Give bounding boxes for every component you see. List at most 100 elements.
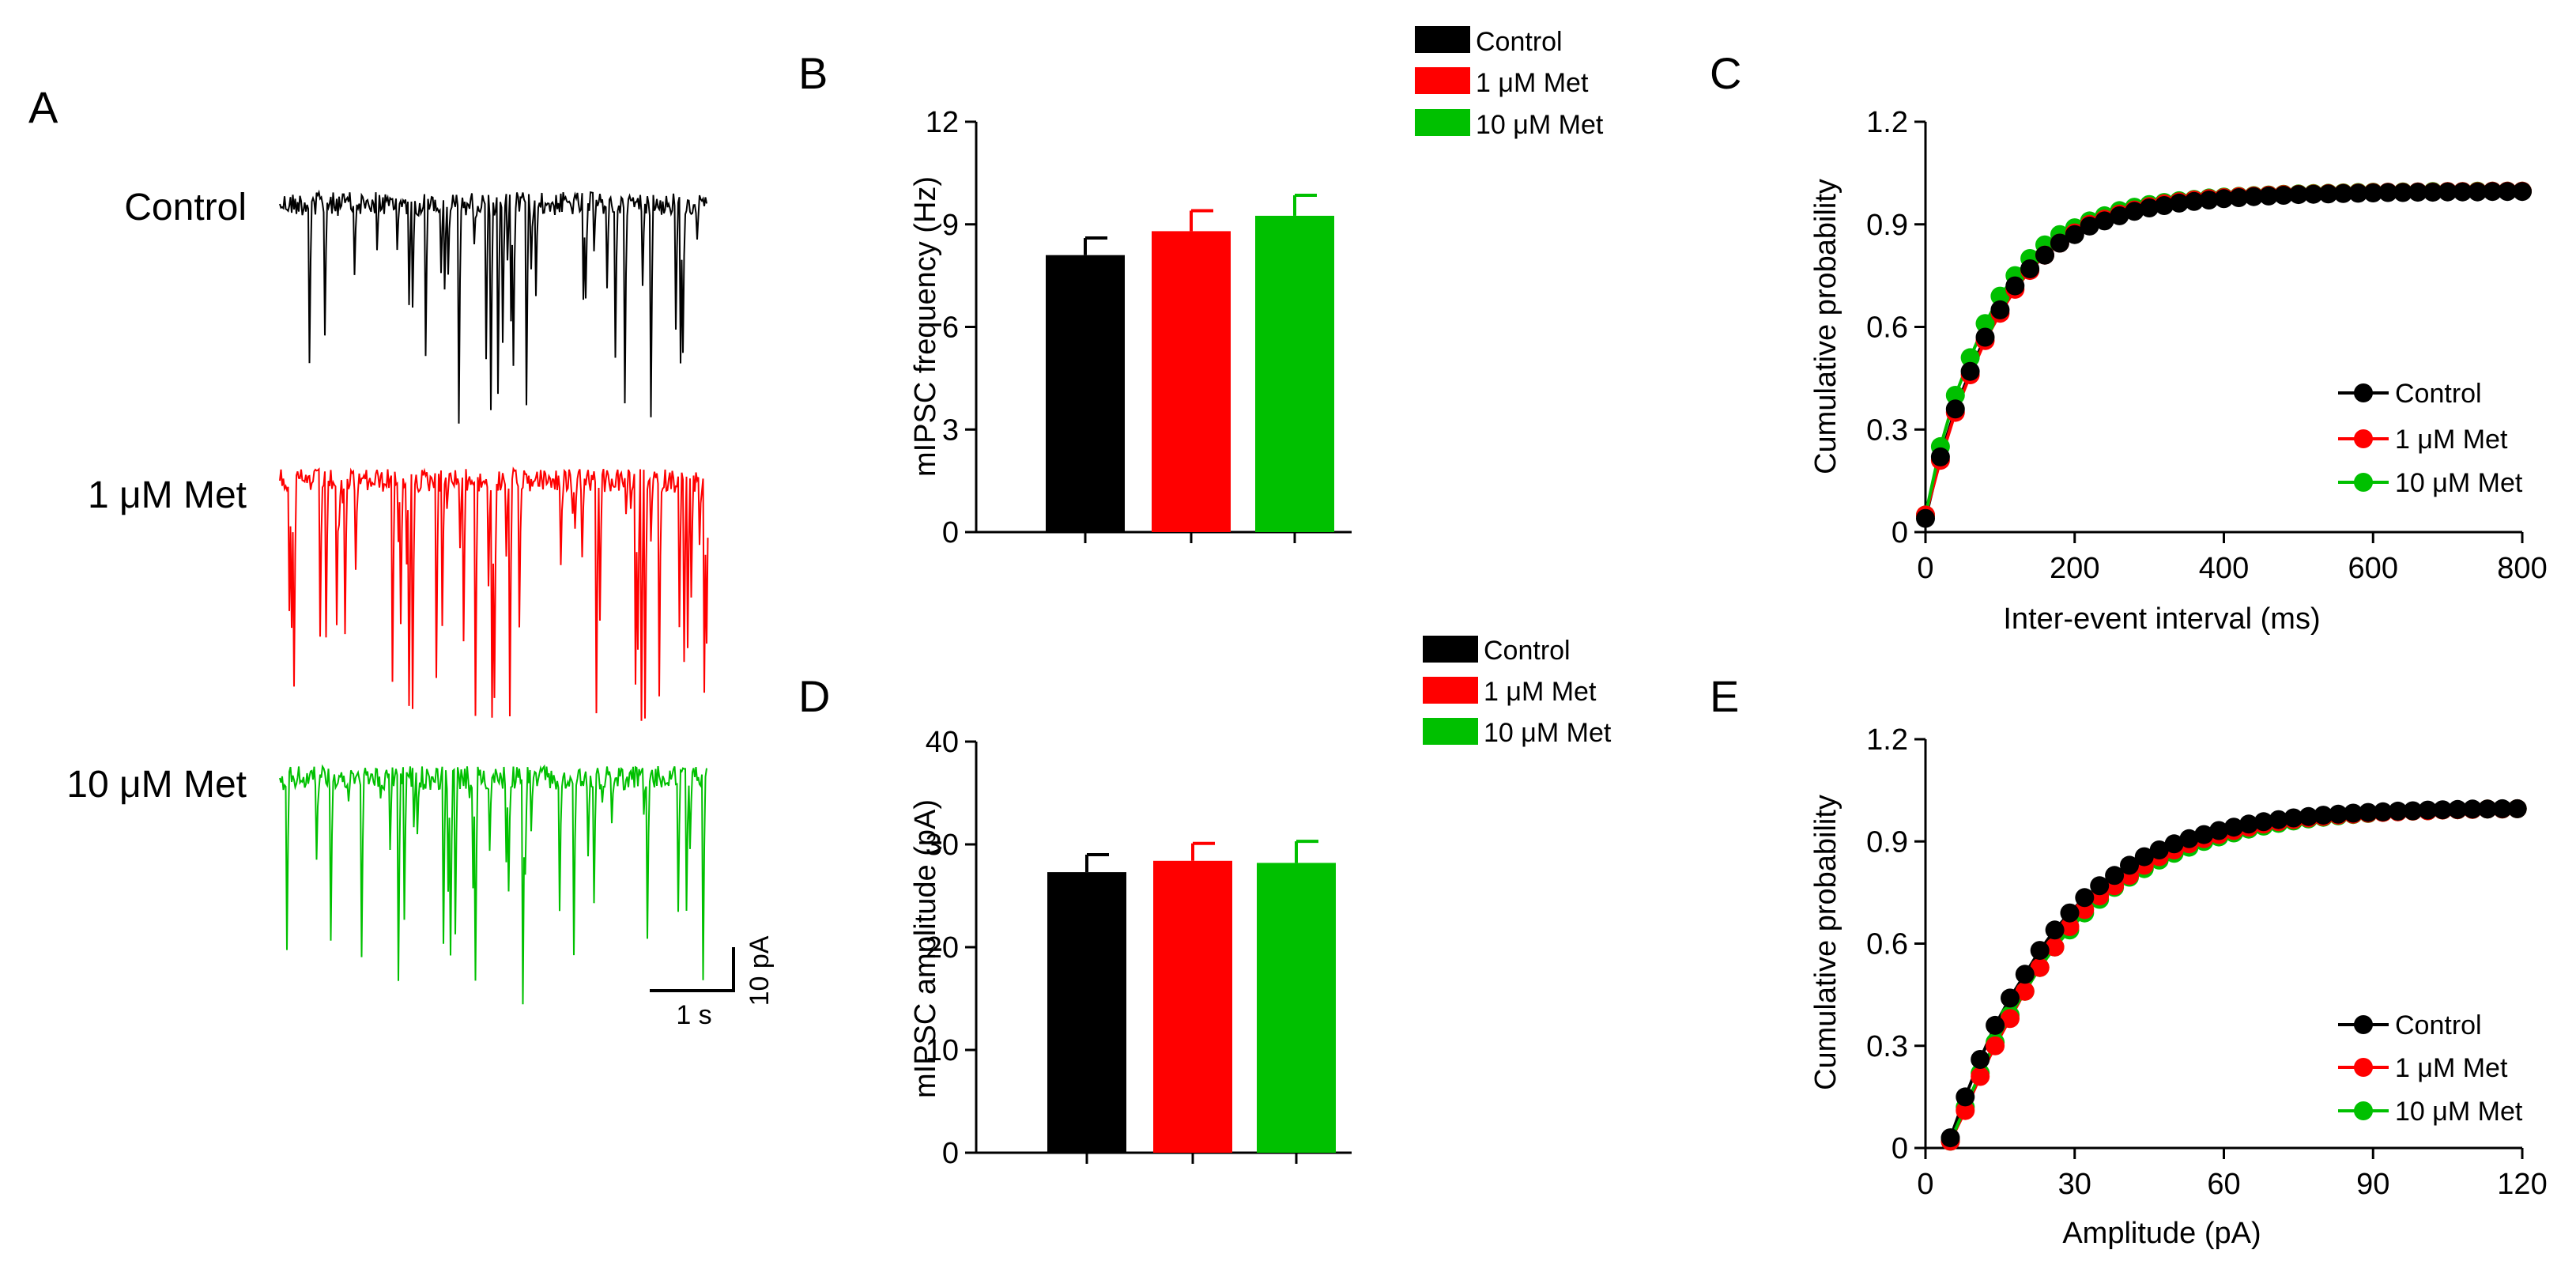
bar-d-control bbox=[1047, 872, 1126, 1153]
data-point-e-control bbox=[2239, 814, 2258, 834]
data-point-e-1um-met bbox=[2001, 1009, 2020, 1029]
data-point-c-control bbox=[2378, 183, 2398, 202]
data-point-c-control bbox=[1930, 447, 1950, 466]
legend-c-label-10um-met: 10 μM Met bbox=[2395, 468, 2523, 498]
data-point-e-control bbox=[2030, 941, 2050, 961]
legend-b-label-control: Control bbox=[1476, 27, 1563, 57]
data-point-e-control bbox=[2001, 988, 2020, 1008]
cdf-chart-e: 0 0.3 0.6 0.9 1.2 0 30 60 90 120 bbox=[1866, 723, 2548, 1201]
data-point-c-control bbox=[1975, 327, 1995, 347]
panel-d: D Control 1 μM Met 10 μM Met 0 10 20 30 40 m… bbox=[798, 636, 1612, 1170]
y-tick-label-e: 1.2 bbox=[1866, 723, 1908, 757]
y-tick-label-d: 30 bbox=[926, 829, 959, 862]
y-axis-label-c: Cumulative probability bbox=[1809, 179, 1842, 474]
legend-d-swatch-10um-met bbox=[1423, 718, 1478, 745]
data-point-e-control bbox=[2373, 802, 2393, 821]
legend-e: Control 1 μM Met 10 μM Met bbox=[2338, 1010, 2523, 1127]
data-point-e-control bbox=[2388, 801, 2408, 821]
trace-10um-met bbox=[279, 764, 707, 1005]
data-point-c-control bbox=[2513, 182, 2532, 202]
data-point-e-1um-met bbox=[2030, 957, 2050, 977]
trace-control bbox=[279, 189, 707, 424]
series-line-c-1um-met bbox=[1924, 189, 2522, 515]
panel-c: C 0 0.3 0.6 0.9 1.2 0 200 400 600 800 Cumulative … bbox=[1710, 48, 2548, 636]
data-point-c-control bbox=[1990, 300, 2010, 319]
bar-b-10um-met bbox=[1255, 215, 1334, 532]
data-point-e-control bbox=[2134, 847, 2154, 867]
data-point-e-control bbox=[2075, 888, 2095, 908]
legend-e-label-control: Control bbox=[2395, 1010, 2482, 1040]
data-point-c-control bbox=[2080, 216, 2099, 236]
bar-d-10um-met bbox=[1257, 863, 1336, 1153]
panel-d-letter: D bbox=[798, 671, 830, 721]
x-axis-label-c: Inter-event interval (ms) bbox=[2003, 602, 2320, 636]
x-tick-label-c: 200 bbox=[2050, 552, 2099, 585]
data-point-c-control bbox=[2259, 186, 2279, 206]
data-point-c-control bbox=[2140, 198, 2159, 217]
data-point-c-control bbox=[1916, 508, 1935, 528]
y-tick-label-d: 10 bbox=[926, 1034, 959, 1067]
data-point-c-control bbox=[2020, 259, 2040, 278]
data-point-c-10um-met bbox=[1975, 314, 1995, 334]
scale-bar bbox=[650, 947, 735, 992]
data-point-e-1um-met bbox=[2045, 937, 2065, 957]
data-point-c-control bbox=[2498, 182, 2518, 202]
data-point-e-control bbox=[2269, 810, 2288, 829]
y-tick-label-b: 9 bbox=[942, 209, 959, 242]
data-point-c-control bbox=[2303, 184, 2323, 204]
data-point-e-control bbox=[2090, 876, 2110, 896]
x-tick-label-c: 0 bbox=[1917, 552, 1933, 585]
cdf-chart-c: 0 0.3 0.6 0.9 1.2 0 200 400 600 800 bbox=[1866, 106, 2548, 585]
legend-b-label-10um-met: 10 μM Met bbox=[1476, 110, 1604, 140]
y-tick-label-e: 0 bbox=[1891, 1132, 1908, 1165]
data-point-e-control bbox=[2448, 799, 2468, 819]
bar-chart-d: 0 10 20 30 40 bbox=[926, 726, 1352, 1170]
data-point-e-control bbox=[2433, 800, 2453, 820]
x-tick-label-c: 400 bbox=[2199, 552, 2249, 585]
x-tick-label-e: 90 bbox=[2356, 1168, 2389, 1201]
legend-d-swatch-1um-met bbox=[1423, 677, 1478, 704]
legend-c-marker-10um-met bbox=[2354, 473, 2373, 492]
bar-b-1um-met bbox=[1152, 231, 1231, 532]
trace-label-1um-met: 1 μM Met bbox=[88, 474, 247, 516]
x-tick-label-c: 600 bbox=[2348, 552, 2398, 585]
y-tick-label-e: 0.6 bbox=[1866, 928, 1908, 961]
data-point-c-control bbox=[2483, 182, 2502, 202]
panel-b: B Control 1 μM Met 10 μM Met 0 3 6 9 12 mIPS… bbox=[798, 26, 1604, 549]
data-point-c-control bbox=[2274, 186, 2293, 205]
panel-e: E 0 0.3 0.6 0.9 1.2 0 30 60 90 120 Cumulative pro… bbox=[1710, 671, 2548, 1250]
legend-e-marker-10um-met bbox=[2354, 1101, 2373, 1120]
data-point-c-control bbox=[2423, 183, 2442, 202]
data-point-c-control bbox=[2065, 225, 2084, 244]
scale-bar-time-label: 1 s bbox=[676, 1000, 711, 1030]
y-tick-label-e: 0.3 bbox=[1866, 1030, 1908, 1063]
data-point-c-control bbox=[2095, 211, 2114, 231]
data-point-c-control bbox=[2110, 206, 2129, 225]
data-point-e-control bbox=[2164, 834, 2184, 854]
data-point-e-control bbox=[2507, 799, 2527, 818]
data-point-e-control bbox=[2120, 855, 2139, 875]
y-tick-label-c: 0 bbox=[1891, 516, 1908, 549]
trace-label-control: Control bbox=[124, 187, 247, 228]
data-point-e-control bbox=[2105, 866, 2125, 886]
bar-b-control bbox=[1046, 255, 1125, 532]
legend-b-swatch-control bbox=[1415, 26, 1470, 53]
y-tick-label-c: 0.9 bbox=[1866, 209, 1908, 242]
data-point-e-control bbox=[2015, 965, 2035, 984]
y-tick-label-d: 40 bbox=[926, 726, 959, 759]
x-tick-label-c: 800 bbox=[2497, 552, 2547, 585]
y-tick-label-b: 0 bbox=[942, 516, 959, 549]
y-tick-label-c: 0.6 bbox=[1866, 312, 1908, 345]
y-tick-label-d: 20 bbox=[926, 931, 959, 965]
data-point-e-control bbox=[2492, 799, 2512, 818]
data-point-e-control bbox=[2224, 818, 2244, 837]
data-point-e-control bbox=[2478, 799, 2497, 819]
x-tick-label-e: 30 bbox=[2058, 1168, 2091, 1201]
legend-d-swatch-control bbox=[1423, 636, 1478, 663]
data-point-e-control bbox=[2418, 800, 2438, 820]
data-point-e-control bbox=[1940, 1128, 1960, 1148]
data-point-e-control bbox=[2045, 920, 2065, 940]
data-point-e-control bbox=[2254, 812, 2273, 832]
legend-e-label-1um-met: 1 μM Met bbox=[2395, 1053, 2508, 1083]
